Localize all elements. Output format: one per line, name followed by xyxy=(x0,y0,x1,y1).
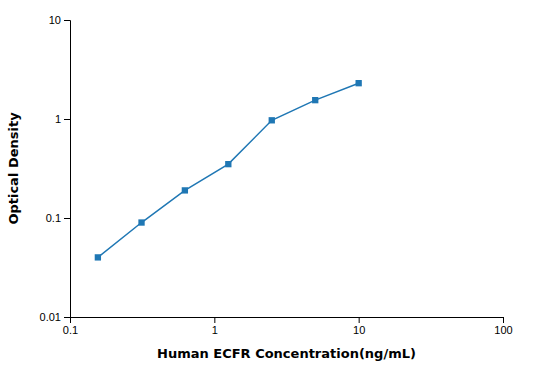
tick-mark xyxy=(64,119,70,120)
tick-mark xyxy=(359,317,360,323)
tick: 0.1 xyxy=(46,212,70,224)
axis-line xyxy=(71,318,504,324)
marker xyxy=(138,219,144,225)
x-axis: 0.1 1 10 100 xyxy=(63,317,513,336)
tick-mark xyxy=(64,20,70,21)
tick-label: 0.01 xyxy=(40,311,61,323)
y-axis-title: Optical Density xyxy=(6,112,21,225)
tick: 1 xyxy=(212,317,218,336)
tick-label: 10 xyxy=(353,324,365,336)
marker xyxy=(182,187,188,193)
axis-line xyxy=(64,21,71,318)
tick-mark xyxy=(503,317,504,323)
tick: 100 xyxy=(494,317,512,336)
tick: 0.01 xyxy=(40,311,70,323)
marker xyxy=(312,97,318,103)
tick-label: 0.1 xyxy=(46,212,61,224)
tick-label: 10 xyxy=(49,14,61,26)
tick-label: 1 xyxy=(212,324,218,336)
chart: 0.11101000.010.1110Human ECFR Concentrat… xyxy=(0,0,533,372)
plot-area: 0.11101000.010.1110 xyxy=(40,14,513,336)
marker xyxy=(95,254,101,260)
tick: 0.1 xyxy=(63,317,78,336)
series xyxy=(95,80,362,261)
tick-label: 100 xyxy=(494,324,512,336)
tick-mark xyxy=(214,317,215,323)
tick: 10 xyxy=(49,14,70,26)
tick: 10 xyxy=(353,317,365,336)
marker xyxy=(356,80,362,86)
tick-mark xyxy=(64,218,70,219)
marker xyxy=(269,117,275,123)
y-axis: 0.01 0.1 1 10 xyxy=(40,14,71,323)
tick-label: 0.1 xyxy=(63,324,78,336)
marker xyxy=(225,161,231,167)
line xyxy=(98,83,359,257)
tick: 1 xyxy=(55,113,70,125)
tick-mark xyxy=(64,317,70,318)
tick-label: 1 xyxy=(55,113,61,125)
x-axis-title: Human ECFR Concentration(ng/mL) xyxy=(157,346,416,361)
